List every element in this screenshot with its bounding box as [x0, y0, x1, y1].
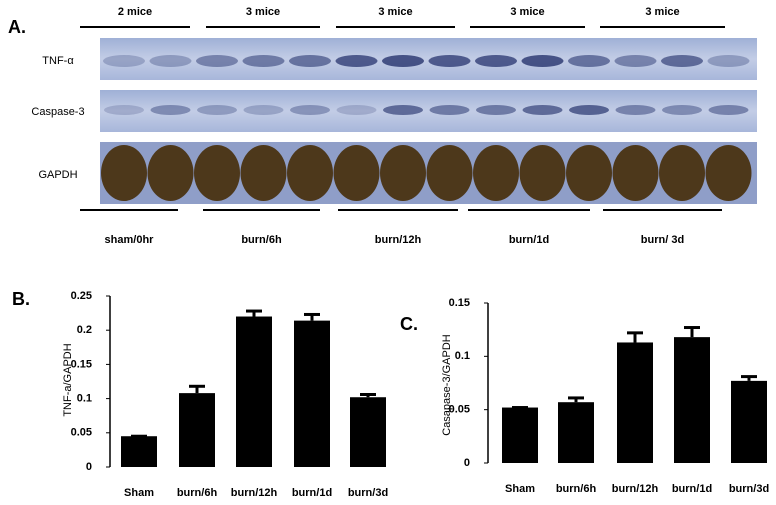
band: [662, 105, 702, 115]
y-tick-label: 0: [464, 457, 470, 469]
band: [475, 55, 517, 67]
band: [569, 105, 609, 115]
panel-label: C.: [400, 314, 418, 334]
row-label: GAPDH: [38, 169, 77, 181]
y-tick-label: 0.2: [77, 324, 92, 336]
bar: [350, 397, 386, 467]
bar: [294, 320, 330, 467]
blot-labels: 2 mice 3 mice 3 mice 3 mice 3 mice sham/0hr bu…: [31, 6, 725, 246]
band: [103, 55, 145, 67]
band: [150, 105, 191, 115]
y-tick-label: 0.1: [455, 350, 470, 362]
condition-label: burn/1d: [509, 234, 549, 246]
band: [426, 145, 473, 201]
x-tick-label: Sham: [124, 487, 154, 499]
band: [197, 105, 237, 115]
x-tick-label: burn/12h: [231, 487, 278, 499]
band: [333, 145, 380, 201]
x-tick-label: burn/3d: [729, 483, 769, 495]
bar: [179, 393, 215, 467]
band: [383, 105, 423, 115]
band: [661, 55, 703, 67]
band: [659, 145, 705, 201]
band: [708, 105, 749, 115]
band: [568, 55, 610, 67]
blot-strip: [100, 90, 757, 132]
y-tick-label: 0.15: [71, 358, 92, 370]
band: [104, 105, 144, 115]
band: [194, 145, 240, 201]
condition-label: burn/ 3d: [641, 234, 684, 246]
row-label: TNF-α: [42, 55, 74, 67]
band: [240, 145, 287, 201]
y-axis-label: Casapase-3/GAPDH: [441, 334, 453, 436]
x-tick-label: burn/6h: [556, 483, 597, 495]
bar: [236, 316, 272, 467]
band: [101, 145, 147, 201]
band: [615, 105, 656, 115]
row-label: Caspase-3: [31, 106, 84, 118]
band: [380, 145, 426, 201]
condition-label: sham/0hr: [105, 234, 155, 246]
group-label: 3 mice: [378, 6, 412, 18]
condition-label: burn/12h: [375, 234, 422, 246]
band: [476, 105, 516, 115]
group-label: 3 mice: [645, 6, 679, 18]
group-label: 3 mice: [510, 6, 544, 18]
bar: [674, 337, 710, 463]
y-tick-label: 0.05: [71, 427, 92, 439]
band: [473, 145, 519, 201]
band: [519, 145, 566, 201]
panel-label: B.: [12, 289, 30, 309]
bar: [502, 407, 538, 463]
band: [242, 55, 285, 67]
band: [287, 145, 333, 201]
condition-label: burn/6h: [241, 234, 282, 246]
bar: [731, 380, 767, 463]
band: [149, 55, 192, 67]
y-tick-label: 0: [86, 461, 92, 473]
x-tick-label: burn/3d: [348, 487, 388, 499]
x-tick-label: burn/1d: [672, 483, 712, 495]
bar: [617, 342, 653, 463]
group-label: 2 mice: [118, 6, 152, 18]
bar: [558, 402, 594, 463]
y-tick-label: 0.05: [449, 404, 470, 416]
blot-bands: [101, 55, 752, 201]
band: [522, 105, 563, 115]
blot-strip: [100, 38, 757, 80]
x-tick-label: burn/12h: [612, 483, 659, 495]
band: [335, 55, 378, 67]
band: [428, 55, 471, 67]
y-axis-label: TNF-a/GAPDH: [62, 343, 74, 416]
x-tick-label: burn/6h: [177, 487, 218, 499]
band: [290, 105, 330, 115]
band: [289, 55, 331, 67]
band: [147, 145, 194, 201]
band: [382, 55, 424, 67]
y-tick-label: 0.1: [77, 393, 92, 405]
band: [521, 55, 564, 67]
y-tick-label: 0.25: [71, 290, 92, 302]
band: [243, 105, 284, 115]
bar: [121, 436, 157, 467]
band: [707, 55, 750, 67]
band: [336, 105, 377, 115]
band: [705, 145, 752, 201]
x-tick-label: burn/1d: [292, 487, 332, 499]
band: [614, 55, 657, 67]
x-tick-label: Sham: [505, 483, 535, 495]
panel-label: A.: [8, 17, 26, 37]
band: [196, 55, 238, 67]
band: [429, 105, 470, 115]
y-tick-label: 0.15: [449, 297, 470, 309]
band: [566, 145, 612, 201]
band: [612, 145, 659, 201]
group-label: 3 mice: [246, 6, 280, 18]
